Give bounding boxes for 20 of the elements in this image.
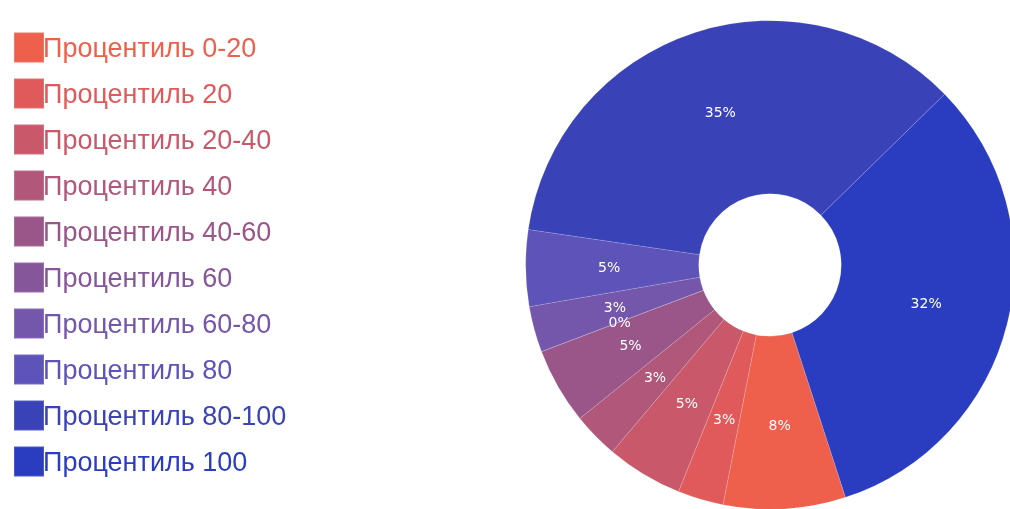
- legend-label: Процентиль 60: [43, 262, 233, 293]
- data-label: 5%: [598, 259, 621, 276]
- data-label: 32%: [910, 295, 942, 312]
- legend-label: Процентиль 20-40: [43, 124, 272, 155]
- data-label: 3%: [713, 411, 736, 428]
- legend-label: Процентиль 100: [43, 446, 248, 477]
- legend-label: Процентиль 40: [43, 170, 233, 201]
- data-label: 35%: [704, 104, 736, 121]
- legend-label: Процентиль 20: [43, 78, 233, 109]
- legend-label: Процентиль 0-20: [43, 32, 257, 63]
- legend-label: Процентиль 60-80: [43, 308, 272, 339]
- data-label: 5%: [619, 336, 642, 353]
- legend-label: Процентиль 80: [43, 354, 233, 385]
- legend-label: Процентиль 40-60: [43, 216, 272, 247]
- data-label: 3%: [643, 369, 667, 386]
- legend-label: Процентиль 80-100: [43, 400, 287, 431]
- data-label: 8%: [768, 417, 791, 434]
- text: 0%: [608, 313, 631, 330]
- data-label: 5%: [675, 394, 699, 411]
- data-label: 3%: [603, 299, 626, 316]
